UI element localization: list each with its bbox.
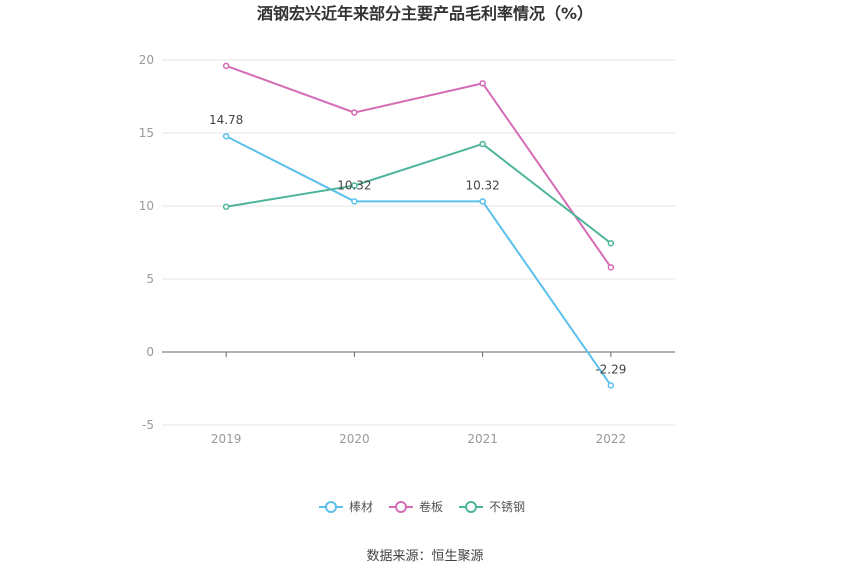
data-label-layer: 14.78 10.32 10.32 -2.29 xyxy=(209,113,626,376)
data-point[interactable] xyxy=(222,203,230,210)
x-tick-label: 2022 xyxy=(596,432,627,446)
y-tick-label: -5 xyxy=(142,418,154,432)
series-line-2 xyxy=(225,142,612,245)
data-label: 10.32 xyxy=(337,178,371,192)
data-point[interactable] xyxy=(351,182,358,189)
legend-marker xyxy=(465,501,477,513)
data-point[interactable] xyxy=(479,140,486,148)
data-label: 14.78 xyxy=(209,113,243,127)
data-label: 10.32 xyxy=(465,178,499,192)
data-point[interactable] xyxy=(607,382,615,389)
legend-label: 卷板 xyxy=(419,499,443,514)
data-point[interactable] xyxy=(351,109,358,116)
legend-label: 不锈钢 xyxy=(489,500,525,514)
series-layer xyxy=(222,62,615,389)
y-tick-label: 15 xyxy=(139,126,154,140)
legend-item-1[interactable]: 卷板 xyxy=(389,499,443,514)
series-line-0 xyxy=(225,135,612,387)
data-point[interactable] xyxy=(607,264,615,271)
data-point[interactable] xyxy=(351,198,358,205)
legend-marker xyxy=(325,501,337,513)
data-label: -2.29 xyxy=(595,362,626,376)
legend-item-2[interactable]: 不锈钢 xyxy=(459,500,525,514)
series-line-1 xyxy=(225,64,612,268)
data-point[interactable] xyxy=(222,132,230,140)
source-note: 数据来源：恒生聚源 xyxy=(366,549,483,564)
y-tick-label: 0 xyxy=(146,345,154,359)
legend[interactable]: 棒材 卷板 不锈钢 xyxy=(319,499,525,514)
legend-item-0[interactable]: 棒材 xyxy=(319,500,373,514)
data-point[interactable] xyxy=(479,198,486,205)
x-tick-label: 2020 xyxy=(339,432,370,446)
legend-label: 棒材 xyxy=(349,500,373,514)
y-tick-label: 20 xyxy=(139,53,154,67)
data-point[interactable] xyxy=(607,239,615,247)
axis-layer: 20 15 10 5 0 -5 2019 2020 2021 2022 xyxy=(139,53,675,446)
y-tick-label: 10 xyxy=(139,199,154,213)
x-tick-label: 2021 xyxy=(467,432,498,446)
data-point[interactable] xyxy=(222,62,230,70)
chart-title: 酒钢宏兴近年来部分主要产品毛利率情况（%） xyxy=(257,4,593,23)
data-point[interactable] xyxy=(479,80,486,87)
x-tick-label: 2019 xyxy=(211,432,242,446)
y-tick-label: 5 xyxy=(146,272,154,286)
legend-marker xyxy=(395,501,407,513)
grid-layer xyxy=(162,59,675,426)
